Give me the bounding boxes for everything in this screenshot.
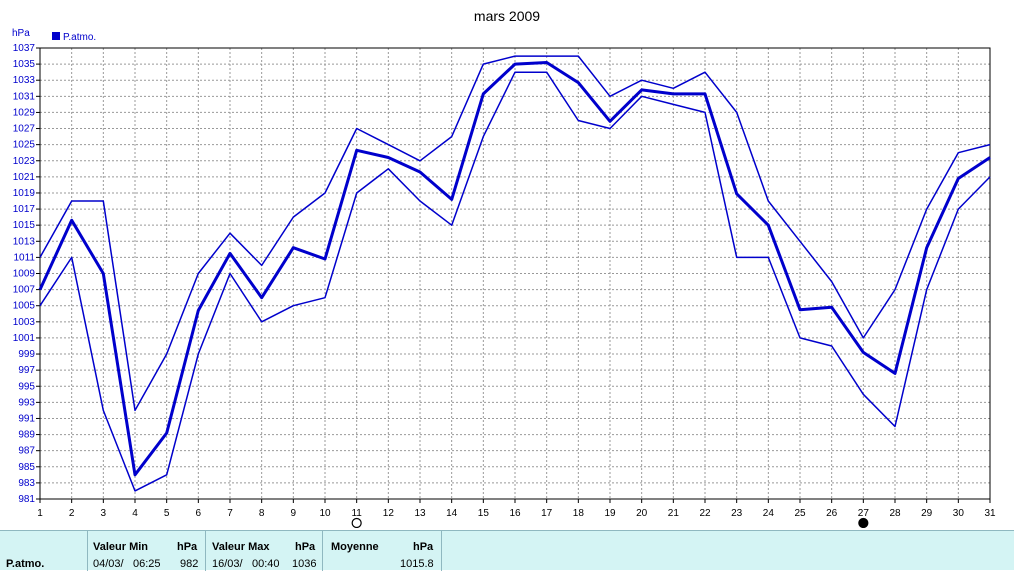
y-tick-label: 1005 — [13, 301, 36, 312]
x-tick-label: 30 — [953, 508, 965, 519]
avg-header: Moyenne — [331, 541, 379, 553]
legend-label: P.atmo. — [63, 32, 96, 43]
y-tick-label: 981 — [18, 494, 35, 505]
footer-divider — [441, 531, 442, 571]
x-tick-label: 20 — [636, 508, 648, 519]
y-tick-label: 1037 — [13, 43, 36, 54]
max-value: 1036 — [292, 558, 317, 570]
y-tick-label: 1015 — [13, 220, 36, 231]
x-tick-label: 4 — [132, 508, 138, 519]
y-tick-label: 1029 — [13, 107, 36, 118]
y-tick-label: 1009 — [13, 269, 36, 280]
y-tick-label: 1025 — [13, 140, 36, 151]
y-tick-label: 1013 — [13, 236, 36, 247]
x-tick-label: 21 — [668, 508, 680, 519]
x-tick-label: 25 — [794, 508, 806, 519]
x-tick-label: 6 — [196, 508, 202, 519]
max-time: 00:40 — [252, 558, 280, 570]
min-date: 04/03/ — [93, 558, 124, 570]
x-tick-label: 16 — [509, 508, 521, 519]
x-tick-label: 29 — [921, 508, 933, 519]
footer-divider — [205, 531, 206, 571]
x-tick-label: 31 — [984, 508, 996, 519]
y-tick-label: 995 — [18, 381, 35, 392]
x-tick-label: 11 — [351, 508, 362, 519]
x-tick-label: 7 — [227, 508, 233, 519]
y-tick-label: 991 — [18, 413, 35, 424]
grid-lines — [39, 47, 991, 500]
x-tick-label: 12 — [383, 508, 395, 519]
stats-footer: P.atmo. Valeur Min hPa 04/03/ 06:25 982 … — [0, 530, 1014, 571]
y-tick-label: 999 — [18, 349, 35, 360]
x-tick-label: 8 — [259, 508, 265, 519]
max-date: 16/03/ — [212, 558, 243, 570]
x-tick-label: 13 — [414, 508, 426, 519]
min-time: 06:25 — [133, 558, 161, 570]
x-tick-label: 1 — [37, 508, 43, 519]
min-value: 982 — [180, 558, 199, 570]
y-tick-label: 1017 — [13, 204, 36, 215]
x-tick-label: 5 — [164, 508, 170, 519]
footer-divider — [322, 531, 323, 571]
y-tick-label: 1035 — [13, 59, 36, 70]
y-tick-label: 1007 — [13, 285, 36, 296]
x-tick-label: 22 — [699, 508, 711, 519]
y-tick-label: 983 — [18, 478, 35, 489]
x-tick-label: 19 — [604, 508, 616, 519]
y-tick-label: 1031 — [13, 91, 36, 102]
y-tick-label: 1027 — [13, 124, 36, 135]
pressure-chart: mars 2009 hPa P.atmo. 981983985987989991… — [12, 8, 996, 528]
max-header: Valeur Max — [212, 541, 270, 553]
series-line-min — [39, 71, 991, 492]
x-tick-label: 27 — [858, 508, 870, 519]
y-tick-label: 989 — [18, 430, 35, 441]
avg-unit: hPa — [413, 541, 434, 553]
x-tick-label: 26 — [826, 508, 838, 519]
y-tick-label: 1003 — [13, 317, 36, 328]
y-tick-label: 987 — [18, 446, 35, 457]
y-tick-label: 997 — [18, 365, 35, 376]
y-tick-label: 1019 — [13, 188, 36, 199]
y-tick-label: 985 — [18, 462, 35, 473]
y-axis-unit: hPa — [12, 28, 30, 39]
x-tick-label: 23 — [731, 508, 743, 519]
moon-phase-markers — [351, 517, 869, 528]
y-axis-ticks: 981 983 985 987 989 991 993 995 997 999 1001 1003 10… — [13, 43, 40, 505]
moon-new-icon — [858, 517, 869, 528]
y-tick-label: 1023 — [13, 156, 36, 167]
avg-value: 1015.8 — [400, 558, 434, 570]
y-tick-label: 1033 — [13, 75, 36, 86]
footer-row-label: P.atmo. — [6, 558, 45, 570]
x-tick-label: 15 — [478, 508, 490, 519]
x-axis-ticks: 1 2 3 4 5 6 7 8 9 10 11 12 13 14 15 16 17 18 19 20 21 22 23 24 2… — [37, 499, 996, 519]
x-tick-label: 3 — [101, 508, 107, 519]
legend-swatch — [52, 32, 60, 40]
x-tick-label: 10 — [319, 508, 331, 519]
min-header: Valeur Min — [93, 541, 149, 553]
x-tick-label: 17 — [541, 508, 553, 519]
y-tick-label: 1001 — [13, 333, 36, 344]
chart-title: mars 2009 — [474, 8, 540, 24]
x-tick-label: 18 — [573, 508, 585, 519]
x-tick-label: 2 — [69, 508, 75, 519]
x-tick-label: 24 — [763, 508, 775, 519]
y-tick-label: 993 — [18, 397, 35, 408]
y-tick-label: 1011 — [13, 252, 35, 263]
series-line-max — [39, 55, 991, 412]
x-tick-label: 14 — [446, 508, 458, 519]
y-tick-label: 1021 — [13, 172, 36, 183]
series-lines — [38, 55, 991, 492]
series-line-mean — [38, 61, 991, 477]
x-tick-label: 9 — [291, 508, 297, 519]
footer-divider — [87, 531, 88, 571]
x-tick-label: 28 — [889, 508, 901, 519]
max-unit: hPa — [295, 541, 316, 553]
moon-full-icon — [351, 517, 362, 528]
min-unit: hPa — [177, 541, 198, 553]
